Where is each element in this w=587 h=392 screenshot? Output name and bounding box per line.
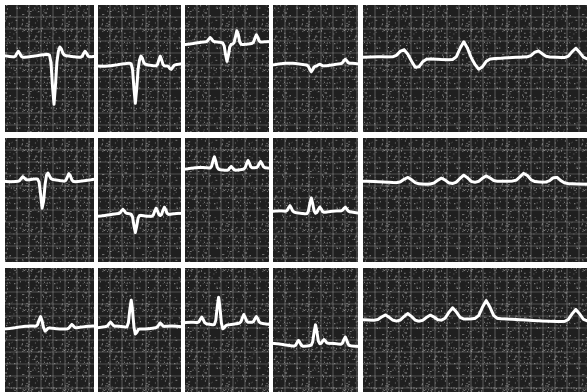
panel-r2-c2 — [96, 138, 183, 262]
panel-r3-c2 — [96, 268, 183, 392]
ecg-trace — [96, 298, 183, 336]
ecg-trace — [3, 171, 96, 210]
panel-r3-c3 — [183, 268, 271, 392]
panel-background — [273, 5, 358, 132]
panel-r1-c1 — [3, 5, 96, 132]
panel-background — [363, 268, 587, 392]
panel-r2-c4 — [271, 138, 360, 262]
panel-r1-c2 — [96, 5, 183, 132]
panel-r3-c5 — [361, 268, 587, 392]
ecg-trace — [271, 323, 360, 348]
panel-background — [185, 5, 269, 132]
panel-background — [273, 138, 358, 262]
ecg-trace — [96, 54, 183, 105]
panel-background — [5, 268, 94, 392]
panel-r2-c5 — [361, 138, 587, 262]
ecg-trace — [3, 45, 96, 106]
ecg-trace — [183, 295, 271, 331]
panel-r2-c3 — [183, 138, 271, 262]
panel-r1-c5 — [361, 5, 587, 132]
ecg-trace — [183, 155, 271, 172]
panel-background — [363, 5, 587, 132]
ecg-trace — [361, 299, 587, 323]
ecg-trace — [3, 315, 96, 333]
panel-r3-c4 — [271, 268, 360, 392]
panel-r1-c4 — [271, 5, 360, 132]
panel-background — [5, 5, 94, 132]
panel-background — [185, 138, 269, 262]
ecg-trace — [183, 29, 271, 63]
panel-background — [185, 268, 269, 392]
panel-r2-c1 — [3, 138, 96, 262]
ecg-trace — [361, 40, 587, 71]
ecg-trace — [361, 171, 587, 186]
panel-background — [98, 138, 181, 262]
ecg-trace — [271, 57, 360, 74]
panel-r1-c3 — [183, 5, 271, 132]
ecg-trace — [96, 205, 183, 234]
panel-background — [5, 138, 94, 262]
panel-r3-c1 — [3, 268, 96, 392]
panel-background — [363, 138, 587, 262]
ecg-trace — [271, 196, 360, 216]
